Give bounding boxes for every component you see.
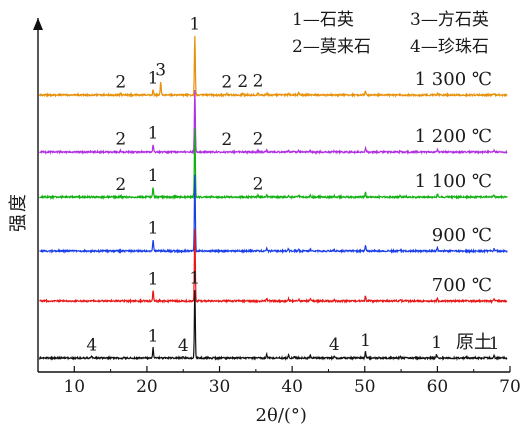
- series-curve-label: 700 ℃: [432, 275, 492, 296]
- peak-label: 1: [189, 269, 200, 289]
- peak-label: 4: [86, 335, 97, 355]
- peak-label: 2: [237, 72, 248, 92]
- series-trace: [39, 128, 508, 201]
- series-curve-label: 900 ℃: [432, 225, 492, 246]
- y-axis-arrow: [33, 18, 43, 30]
- peak-label: 1: [360, 331, 371, 351]
- peak-label: 2: [115, 129, 126, 149]
- peak-label: 4: [329, 335, 340, 355]
- series-trace: [39, 90, 508, 156]
- series-curve-label: 1 100 ℃: [415, 171, 492, 192]
- series-trace: [39, 228, 508, 304]
- legend-entry: 4—珍珠石: [410, 37, 489, 57]
- legend: 1—石英 3—方石英 2—莫来石 4—珍珠石: [292, 10, 489, 57]
- x-tick-label: 30: [209, 377, 231, 397]
- peak-label: 2: [253, 174, 264, 194]
- peak-label: 1: [431, 333, 442, 353]
- series-curve-label: 1 200 ℃: [415, 126, 492, 147]
- peak-label: 2: [115, 175, 126, 195]
- peak-label: 3: [155, 60, 166, 80]
- x-tick-label: 50: [354, 377, 376, 397]
- legend-entry: 2—莫来石: [292, 37, 371, 57]
- x-tick-label: 10: [63, 377, 85, 397]
- series-curve-label: 1 300 ℃: [415, 69, 492, 90]
- peak-label: 2: [221, 72, 232, 92]
- peak-label: 4: [178, 336, 189, 356]
- series-trace: [38, 290, 508, 362]
- peak-label: 1: [148, 69, 159, 89]
- x-tick-label: 70: [499, 377, 520, 397]
- series-trace: [38, 35, 508, 98]
- peak-label: 2: [115, 72, 126, 92]
- peak-label: 1: [489, 334, 500, 354]
- peak-label: 1: [148, 326, 159, 346]
- peak-label: 1: [148, 123, 159, 143]
- axes: 10 20 30 40 50 60 70 2θ/(°) 强度: [8, 18, 520, 426]
- x-tick-label: 40: [281, 377, 303, 397]
- x-axis-title: 2θ/(°): [256, 405, 307, 426]
- legend-entry: 1—石英: [292, 10, 354, 30]
- peak-label: 1: [148, 269, 159, 289]
- legend-entry: 3—方石英: [410, 10, 489, 30]
- peak-label: 1: [189, 15, 200, 35]
- series-trace: [39, 174, 508, 255]
- peak-label: 1: [148, 219, 159, 239]
- peak-label: 2: [253, 129, 264, 149]
- peak-label: 1: [148, 166, 159, 186]
- diffraction-traces: [38, 35, 508, 362]
- x-tick-label: 60: [427, 377, 449, 397]
- peak-label: 2: [253, 72, 264, 92]
- series-curve-label: 原土: [456, 332, 492, 353]
- x-tick-label: 20: [136, 377, 158, 397]
- curve-labels: 1 300 ℃ 1 200 ℃ 1 100 ℃ 900 ℃ 700 ℃ 原土: [415, 69, 492, 353]
- y-axis-title: 强度: [8, 192, 29, 232]
- peak-label: 2: [221, 130, 232, 150]
